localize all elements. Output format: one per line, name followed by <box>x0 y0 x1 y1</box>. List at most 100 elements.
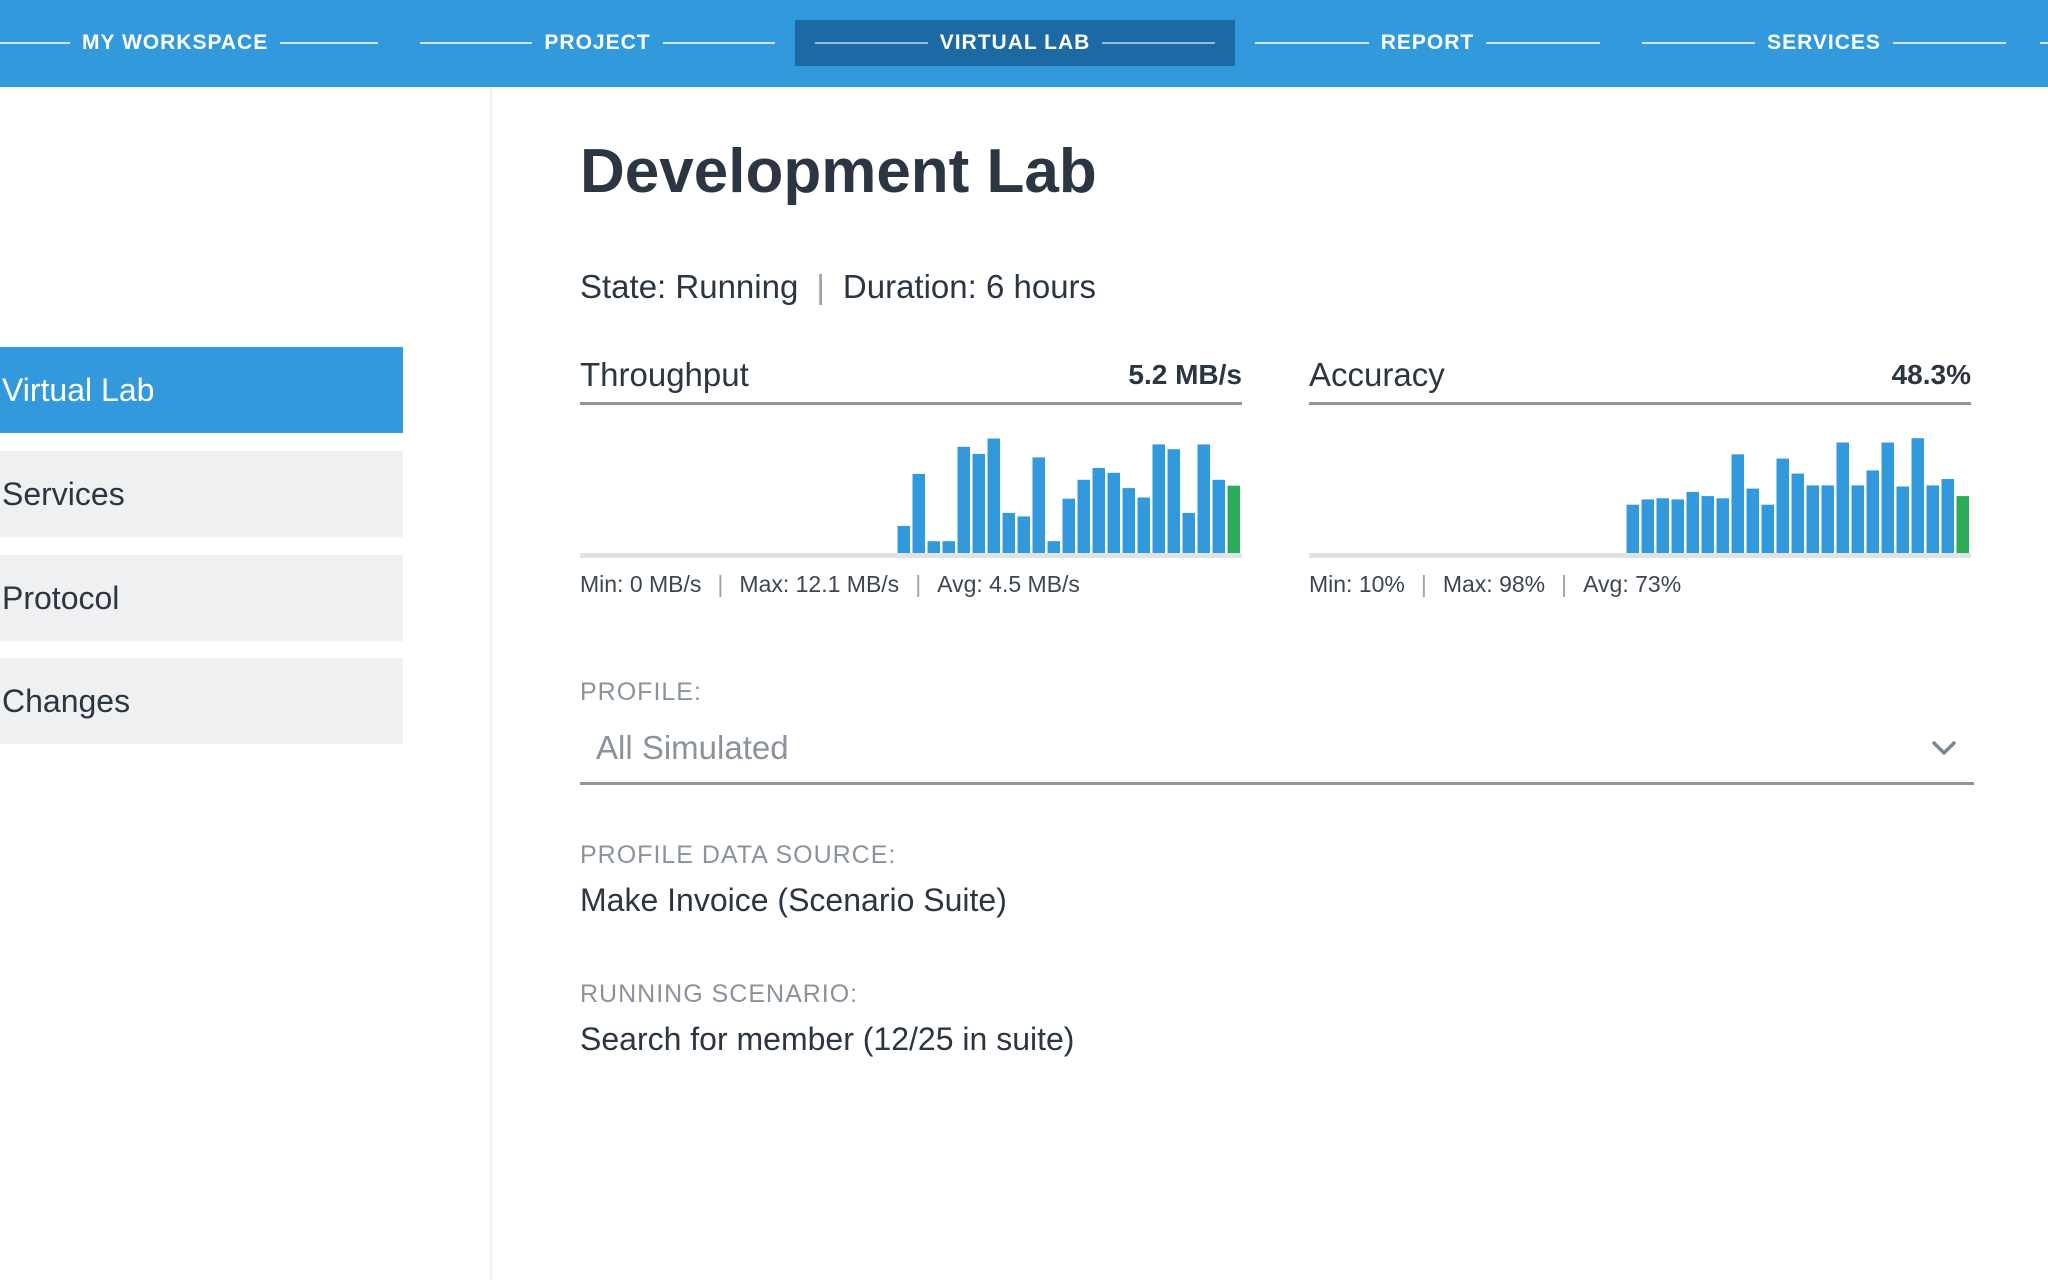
throughput-metric: Throughput 5.2 MB/s Min: 0 MB/s | Max: 1… <box>580 348 1242 598</box>
accuracy-baseline <box>1309 553 1971 558</box>
metric-header: Throughput 5.2 MB/s <box>580 348 1242 405</box>
metric-value: 48.3% <box>1891 359 1971 390</box>
nav-tab-label: VIRTUAL LAB <box>939 31 1091 54</box>
accuracy-bar <box>1761 504 1774 553</box>
page-title: Development Lab <box>580 137 1097 206</box>
stat-max: Max: 12.1 MB/s <box>739 571 900 597</box>
running-scenario-value: Search for member (12/25 in suite) <box>580 1021 1075 1057</box>
throughput-bar <box>1047 541 1060 553</box>
accuracy-bar <box>1626 504 1639 553</box>
lab-status-line: State: Running | Duration: 6 hours <box>580 268 1096 306</box>
throughput-bar <box>1212 479 1225 553</box>
accuracy-bar <box>1851 485 1864 553</box>
nav-divider-line <box>662 42 775 44</box>
accuracy-bar <box>1746 488 1759 553</box>
sidebar-item-changes[interactable]: Changes <box>0 658 403 744</box>
accuracy-bar <box>1941 479 1954 553</box>
throughput-bar <box>1107 472 1120 553</box>
metric-name: Accuracy <box>1309 356 1445 393</box>
nav-divider-line <box>0 42 70 44</box>
sidebar-item-label: Virtual Lab <box>2 371 155 408</box>
throughput-bar <box>1152 444 1165 553</box>
throughput-bar <box>942 541 955 553</box>
throughput-bar <box>972 453 985 553</box>
throughput-bar <box>1032 457 1045 553</box>
separator: | <box>717 571 724 597</box>
metric-stats: Min: 10% | Max: 98% | Avg: 73% <box>1309 571 1971 598</box>
nav-divider-line <box>1892 42 2007 44</box>
throughput-bar <box>927 541 940 553</box>
nav-divider-line <box>1486 42 1601 44</box>
stat-min: Min: 0 MB/s <box>580 571 702 597</box>
accuracy-bar <box>1791 473 1804 553</box>
nav-divider-line <box>815 42 928 44</box>
throughput-bar <box>1062 498 1075 553</box>
sidebar-item-label: Services <box>2 475 125 512</box>
throughput-bar <box>1197 444 1210 553</box>
stat-avg: Avg: 73% <box>1583 571 1682 597</box>
accuracy-current-bar <box>1956 496 1969 553</box>
accuracy-bar <box>1701 496 1714 553</box>
sidebar-item-label: Protocol <box>2 579 120 616</box>
duration-text: Duration: 6 hours <box>842 268 1097 305</box>
throughput-current-bar <box>1227 485 1240 553</box>
accuracy-bar <box>1821 485 1834 553</box>
throughput-bar <box>1182 512 1195 553</box>
metric-value: 5.2 MB/s <box>1128 359 1242 390</box>
nav-overflow-line <box>2040 20 2048 66</box>
accuracy-bar <box>1836 442 1849 553</box>
state-text: State: Running <box>580 268 799 305</box>
nav-divider-line <box>1642 42 1756 44</box>
separator: | <box>1420 571 1427 597</box>
accuracy-bar <box>1926 485 1939 553</box>
nav-tab-services[interactable]: SERVICES <box>1642 20 2007 66</box>
profile-data-source-label: PROFILE DATA SOURCE: <box>580 841 897 869</box>
throughput-bar <box>1122 488 1135 553</box>
nav-tab-label: MY WORKSPACE <box>82 31 269 54</box>
nav-divider-line <box>280 42 378 44</box>
throughput-bar <box>1017 516 1030 553</box>
profile-data-source-value: Make Invoice (Scenario Suite) <box>580 882 1007 918</box>
accuracy-bar <box>1716 498 1729 553</box>
separator: | <box>915 571 922 597</box>
throughput-bar <box>957 446 970 553</box>
nav-divider-line <box>1255 42 1369 44</box>
nav-tab-label: SERVICES <box>1767 31 1881 54</box>
accuracy-bar <box>1806 485 1819 553</box>
separator: | <box>816 268 825 305</box>
accuracy-bar <box>1671 499 1684 553</box>
accuracy-bar <box>1911 438 1924 553</box>
accuracy-metric: Accuracy 48.3% Min: 10% | Max: 98% | Avg… <box>1309 348 1971 598</box>
stat-max: Max: 98% <box>1442 571 1546 597</box>
sidebar-divider <box>490 87 492 1280</box>
accuracy-bar <box>1641 499 1654 553</box>
accuracy-bar <box>1896 486 1909 553</box>
profile-label: PROFILE: <box>580 678 702 706</box>
stat-min: Min: 10% <box>1309 571 1405 597</box>
nav-tab-project[interactable]: PROJECT <box>420 20 775 66</box>
nav-divider-line <box>1102 42 1216 44</box>
sidebar-item-services[interactable]: Services <box>0 451 403 537</box>
profile-selected-value: All Simulated <box>596 729 789 766</box>
nav-tab-virtual-lab[interactable]: VIRTUAL LAB <box>795 20 1235 66</box>
throughput-bar <box>1002 512 1015 553</box>
top-navigation-bar: MY WORKSPACE PROJECT VIRTUAL LAB REPORT … <box>0 0 2048 87</box>
nav-tab-report[interactable]: REPORT <box>1255 20 1601 66</box>
metric-header: Accuracy 48.3% <box>1309 348 1971 405</box>
throughput-bar <box>1077 479 1090 553</box>
profile-select[interactable]: All Simulated <box>580 714 1974 785</box>
accuracy-bar <box>1731 454 1744 553</box>
stat-avg: Avg: 4.5 MB/s <box>937 571 1080 597</box>
accuracy-bar <box>1866 470 1879 553</box>
nav-divider-line <box>2040 42 2048 44</box>
accuracy-bar <box>1686 491 1699 553</box>
nav-tab-my-workspace[interactable]: MY WORKSPACE <box>0 20 378 66</box>
metric-stats: Min: 0 MB/s | Max: 12.1 MB/s | Avg: 4.5 … <box>580 571 1242 598</box>
sidebar-item-virtual-lab[interactable]: Virtual Lab <box>0 347 403 433</box>
running-scenario-label: RUNNING SCENARIO: <box>580 980 859 1008</box>
throughput-bar <box>912 473 925 553</box>
throughput-bar <box>987 438 1000 553</box>
chevron-down-icon <box>1932 741 1956 755</box>
nav-tab-label: PROJECT <box>544 31 651 54</box>
sidebar-item-protocol[interactable]: Protocol <box>0 555 403 641</box>
